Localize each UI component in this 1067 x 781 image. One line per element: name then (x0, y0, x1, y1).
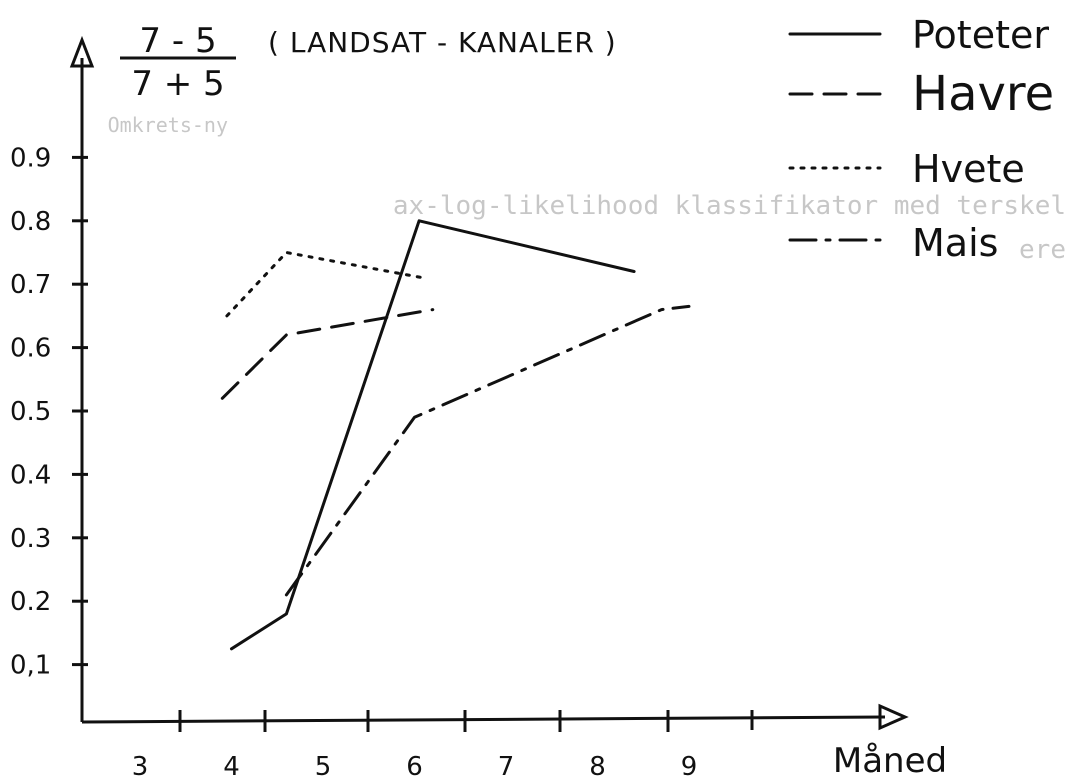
title-numerator: 7 - 5 (139, 21, 216, 61)
bleed-through-text-3: ere (1019, 235, 1066, 265)
legend-label-havre: Havre (912, 66, 1054, 122)
x-axis-arrow (878, 703, 909, 731)
legend-label-hvete: Hvete (912, 147, 1025, 191)
x-tick-label: 5 (315, 752, 332, 781)
x-tick-label: 7 (498, 752, 515, 781)
series-line-havre (220, 308, 435, 400)
legend-label-mais: Mais (912, 221, 998, 265)
series-line-poteter (230, 219, 636, 651)
x-tick-label: 9 (681, 752, 698, 781)
y-tick-label: 0,1 (10, 651, 51, 681)
series-line-mais (284, 304, 691, 597)
y-tick-label: 0.2 (10, 587, 51, 617)
title-denominator: 7 + 5 (131, 64, 224, 104)
x-axis-line (81, 715, 886, 724)
series-line-hvete (225, 251, 426, 318)
x-tick-label: 8 (589, 752, 606, 781)
x-axis-label: Måned (833, 741, 947, 781)
y-tick-label: 0.8 (10, 207, 51, 237)
legend-label-poteter: Poteter (912, 13, 1049, 57)
x-tick-label: 3 (132, 752, 149, 781)
y-tick-label: 0.9 (10, 143, 51, 173)
x-tick-label: 6 (406, 752, 423, 781)
chart-title: ( LANDSAT - KANALER ) (268, 26, 617, 59)
bleed-through-text-1: ax-log-likelihood klassifikator med ters… (393, 191, 1066, 221)
y-tick-label: 0.7 (10, 270, 51, 300)
y-tick-label: 0.4 (10, 460, 51, 490)
y-tick-label: 0.3 (10, 524, 51, 554)
y-tick-label: 0.6 (10, 334, 51, 364)
y-axis-arrow (69, 35, 95, 68)
legend: Poteter Havre Hvete Mais (788, 13, 1054, 265)
bleed-through-text-2: Omkrets-ny (108, 113, 228, 137)
x-tick-label: 4 (223, 752, 240, 781)
y-tick-label: 0.5 (10, 397, 51, 427)
